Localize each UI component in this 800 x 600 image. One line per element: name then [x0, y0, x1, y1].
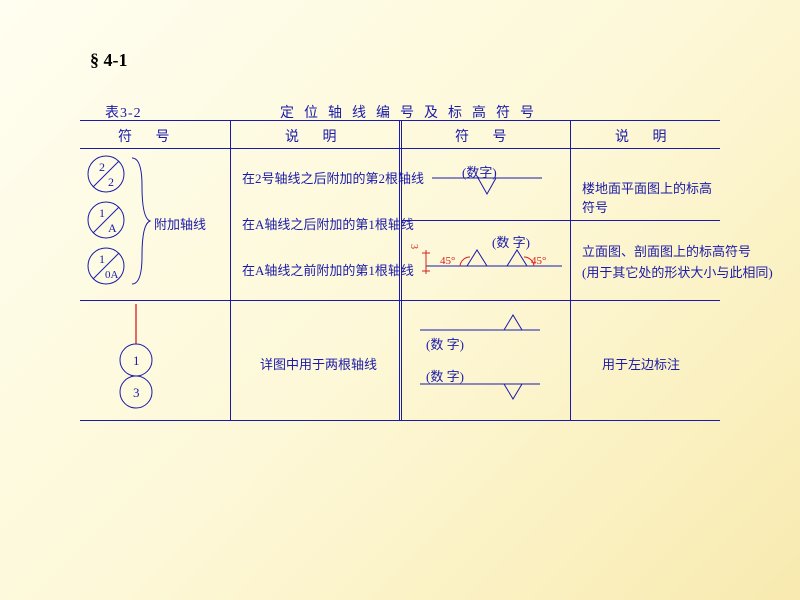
section-title: § 4-1 [90, 50, 128, 71]
table-title: 定位轴线编号及标高符号 [280, 102, 544, 122]
symbol-fraction-1-0A: 1 0A [86, 246, 126, 286]
stack-bot: 3 [133, 385, 140, 400]
dim-3: 3 [408, 244, 419, 249]
row1-rdesc-1: 立面图、剖面图上的标高符号 (用于其它处的形状大小与此相同) [582, 242, 773, 284]
header-c2: 说 明 [285, 126, 347, 146]
row2-desc-0: 详图中用于两根轴线 [260, 354, 377, 373]
elevation-down-left-icon [420, 382, 540, 404]
frac-bot: 0A [105, 269, 119, 281]
hline-inner-r1 [402, 220, 720, 221]
elevation-up-left-icon [420, 312, 540, 334]
frac-bot: 2 [108, 175, 114, 189]
symbol-fraction-2-2: 2 2 [86, 154, 126, 194]
bracket-icon [128, 156, 152, 286]
hline-bottom [80, 420, 720, 421]
elevation-45-icon: 45° 45° [412, 242, 562, 282]
row1-desc-2: 在A轴线之前附加的第1根轴线 [242, 260, 414, 279]
frac-top: 2 [99, 160, 105, 174]
frac-top: 1 [99, 206, 105, 220]
header-c1: 符 号 [118, 126, 180, 146]
angle-right: 45° [531, 255, 546, 267]
row1-desc-0: 在2号轴线之后附加的第2根轴线 [242, 168, 424, 187]
table-label: 表3-2 [105, 102, 142, 122]
elevation-down-icon [432, 176, 542, 198]
row1-desc-1: 在A轴线之后附加的第1根轴线 [242, 214, 414, 233]
symbol-fraction-1-A: 1 A [86, 200, 126, 240]
frac-top: 1 [99, 252, 105, 266]
row2-rdesc-0: 用于左边标注 [602, 354, 680, 373]
vline-3 [570, 120, 571, 420]
header-c4: 说 明 [615, 126, 677, 146]
frac-bot: A [108, 221, 117, 235]
header-c3: 符 号 [455, 126, 517, 146]
stack-top: 1 [133, 353, 140, 368]
symbol-stacked-circles: 1 3 [116, 304, 156, 416]
vline-1 [230, 120, 231, 420]
row1-sym1-label: (数 字) [492, 232, 530, 251]
angle-left: 45° [440, 255, 455, 267]
row2-sym0-label: (数 字) [426, 334, 464, 353]
row1-rdesc-0: 楼地面平面图上的标高符号 [582, 178, 720, 216]
row1-symbol-label: 附加轴线 [154, 214, 206, 233]
